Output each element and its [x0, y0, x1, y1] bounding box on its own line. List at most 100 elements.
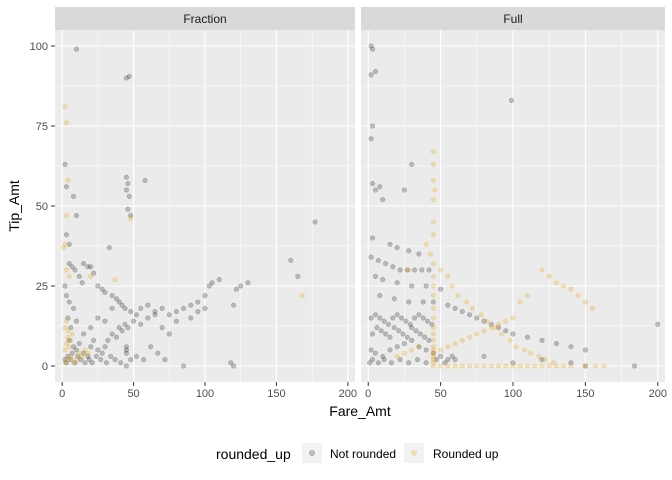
point-rounded-up	[430, 347, 436, 353]
point-not-rounded	[481, 353, 487, 359]
point-not-rounded	[81, 350, 87, 356]
point-rounded-up	[88, 273, 94, 279]
point-not-rounded	[368, 43, 374, 49]
legend-dot-not-rounded	[309, 450, 315, 456]
point-rounded-up	[394, 353, 400, 359]
point-rounded-up	[553, 280, 559, 286]
point-rounded-up	[62, 347, 68, 353]
point-not-rounded	[510, 331, 516, 337]
point-not-rounded	[381, 357, 387, 363]
point-rounded-up	[484, 318, 490, 324]
point-rounded-up	[430, 197, 436, 203]
point-rounded-up	[430, 315, 436, 321]
point-rounded-up	[474, 331, 480, 337]
point-not-rounded	[65, 353, 71, 359]
point-rounded-up	[464, 299, 470, 305]
y-axis-title: Tip_Amt	[6, 180, 22, 232]
point-not-rounded	[73, 318, 79, 324]
point-not-rounded	[128, 357, 134, 363]
point-not-rounded	[62, 283, 68, 289]
point-rounded-up	[542, 357, 548, 363]
point-rounded-up	[517, 299, 523, 305]
point-rounded-up	[430, 161, 436, 167]
x-tick-label: 150	[267, 388, 285, 400]
point-not-rounded	[123, 344, 129, 350]
point-not-rounded	[231, 302, 237, 308]
point-not-rounded	[368, 347, 374, 353]
point-not-rounded	[119, 328, 125, 334]
point-rounded-up	[65, 357, 71, 363]
point-not-rounded	[509, 97, 515, 103]
point-not-rounded	[166, 312, 172, 318]
x-axis-title: Fare_Amt	[329, 403, 391, 419]
point-not-rounded	[159, 325, 165, 331]
point-not-rounded	[228, 360, 234, 366]
point-rounded-up	[432, 187, 438, 193]
point-rounded-up	[409, 347, 415, 353]
point-not-rounded	[368, 254, 374, 260]
point-not-rounded	[76, 341, 82, 347]
point-rounded-up	[481, 363, 487, 369]
point-not-rounded	[370, 357, 376, 363]
point-not-rounded	[426, 267, 432, 273]
point-not-rounded	[152, 312, 158, 318]
point-rounded-up	[430, 219, 436, 225]
point-not-rounded	[88, 325, 94, 331]
point-not-rounded	[145, 315, 151, 321]
point-not-rounded	[181, 363, 187, 369]
legend: rounded_up Not rounded Rounded up	[216, 443, 499, 463]
point-rounded-up	[590, 305, 596, 311]
point-not-rounded	[383, 331, 389, 337]
point-not-rounded	[383, 261, 389, 267]
point-not-rounded	[387, 334, 393, 340]
y-tick-label: 75	[36, 121, 48, 133]
point-not-rounded	[495, 325, 502, 331]
legend-dot-rounded-up	[411, 450, 417, 456]
point-not-rounded	[66, 299, 72, 305]
point-rounded-up	[430, 353, 436, 359]
point-not-rounded	[81, 261, 87, 267]
point-not-rounded	[481, 318, 487, 324]
point-rounded-up	[546, 363, 552, 369]
point-not-rounded	[409, 325, 415, 331]
point-not-rounded	[539, 337, 545, 343]
point-not-rounded	[123, 187, 129, 193]
legend-key-rounded-up	[404, 443, 424, 463]
legend-label-not-rounded: Not rounded	[330, 447, 396, 461]
x-tick-label: 200	[339, 388, 357, 400]
point-not-rounded	[582, 363, 588, 369]
point-rounded-up	[546, 273, 552, 279]
point-not-rounded	[377, 184, 383, 190]
point-not-rounded	[568, 360, 574, 366]
point-not-rounded	[155, 350, 161, 356]
grid-lines-fraction	[55, 30, 355, 382]
strip-label-fraction: Fraction	[183, 12, 226, 26]
point-not-rounded	[138, 305, 144, 311]
point-rounded-up	[63, 213, 69, 219]
point-not-rounded	[195, 309, 201, 315]
point-not-rounded	[133, 312, 139, 318]
point-rounded-up	[469, 305, 476, 311]
point-not-rounded	[394, 245, 400, 251]
point-not-rounded	[188, 315, 194, 321]
point-not-rounded	[416, 312, 422, 318]
point-not-rounded	[372, 187, 379, 193]
point-not-rounded	[430, 350, 436, 356]
point-not-rounded	[63, 360, 69, 366]
point-rounded-up	[430, 350, 436, 356]
point-not-rounded	[126, 73, 132, 79]
point-not-rounded	[372, 69, 379, 75]
point-not-rounded	[131, 318, 137, 324]
x-tick-label: 100	[504, 388, 522, 400]
point-not-rounded	[245, 280, 251, 286]
point-rounded-up	[430, 305, 436, 311]
point-not-rounded	[406, 248, 412, 254]
point-rounded-up	[592, 363, 599, 369]
point-rounded-up	[430, 177, 436, 183]
point-not-rounded	[188, 302, 194, 308]
point-rounded-up	[510, 363, 516, 369]
point-rounded-up	[495, 363, 502, 369]
point-not-rounded	[397, 267, 403, 273]
point-not-rounded	[372, 312, 379, 318]
point-not-rounded	[429, 321, 435, 327]
